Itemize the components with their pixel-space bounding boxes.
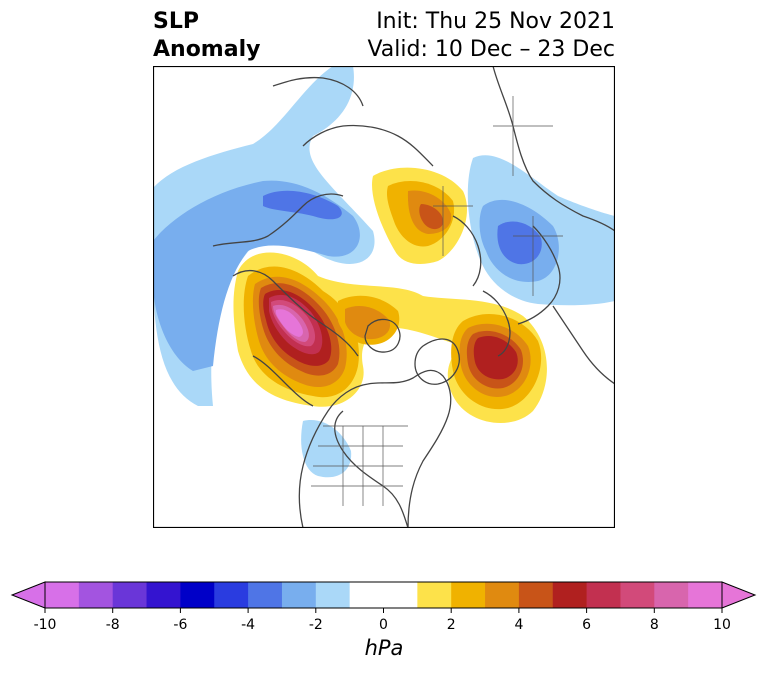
negative-anomaly-pacific-core (153, 180, 360, 371)
colorbar-segment (78, 582, 114, 608)
colorbar-tick-label: 6 (582, 617, 591, 632)
positive-anomaly-canada-2 (345, 306, 391, 340)
colorbar-segment (214, 582, 249, 608)
colorbar-ticks: -10 -8 -6 -4 -2 0 2 4 6 8 10 (34, 608, 731, 632)
init-date: Init: Thu 25 Nov 2021 (376, 9, 615, 34)
colorbar-segment (654, 582, 689, 608)
colorbar-segment (112, 582, 148, 608)
colorbar-tick-label: -10 (34, 617, 57, 632)
colorbar-segment (688, 582, 723, 608)
colorbar-tick-label: -4 (241, 617, 255, 632)
map-frame (153, 66, 615, 528)
forecast-info: Init: Thu 25 Nov 2021 Valid: 10 Dec – 23… (367, 8, 615, 64)
colorbar-unit-label: hPa (364, 636, 404, 660)
positive-anomaly-west-8 (275, 309, 303, 337)
colorbar-segment (552, 582, 588, 608)
map-title: SLP Anomaly (153, 8, 260, 64)
colorbar-segment (485, 582, 520, 608)
colorbar-tick-label: -2 (309, 617, 323, 632)
colorbar-segment (146, 582, 181, 608)
negative-anomaly-usa (301, 420, 352, 478)
positive-anomaly-north-4 (419, 204, 444, 230)
colorbar-segment (349, 582, 384, 608)
colorbar-segment (518, 582, 554, 608)
colorbar-segment (586, 582, 621, 608)
colorbar-tick-label: 10 (713, 617, 731, 632)
colorbar-segment (451, 582, 486, 608)
colorbar: -10 -8 -6 -4 -2 0 2 4 6 8 10 (10, 581, 757, 632)
title-variable: SLP (153, 9, 199, 34)
colorbar-tick-label: -6 (173, 617, 187, 632)
colorbar-segments (10, 581, 757, 609)
coastlines (212, 66, 615, 528)
colorbar-tick-label: 0 (379, 617, 388, 632)
colorbar-extend-max (721, 581, 757, 609)
colorbar-segment (45, 582, 80, 608)
title-anomaly: Anomaly (153, 37, 261, 62)
political-borders (311, 96, 563, 506)
negative-anomaly-europe-inner (497, 221, 542, 265)
slp-anomaly-map (153, 66, 615, 528)
colorbar-tick-label: -8 (106, 617, 120, 632)
colorbar-tick-label: 2 (447, 617, 456, 632)
colorbar-segment (417, 582, 452, 608)
colorbar-segment (248, 582, 283, 608)
colorbar-tick-label: 4 (514, 617, 523, 632)
colorbar-segment (315, 582, 351, 608)
colorbar-segment (180, 582, 215, 608)
colorbar-segment (281, 582, 317, 608)
colorbar-tick-label: 8 (650, 617, 659, 632)
colorbar-segment (383, 582, 418, 608)
colorbar-extend-min (10, 581, 46, 609)
negative-anomaly-pacific-inner (263, 190, 342, 220)
colorbar-segment (620, 582, 655, 608)
valid-range: Valid: 10 Dec – 23 Dec (367, 37, 615, 62)
